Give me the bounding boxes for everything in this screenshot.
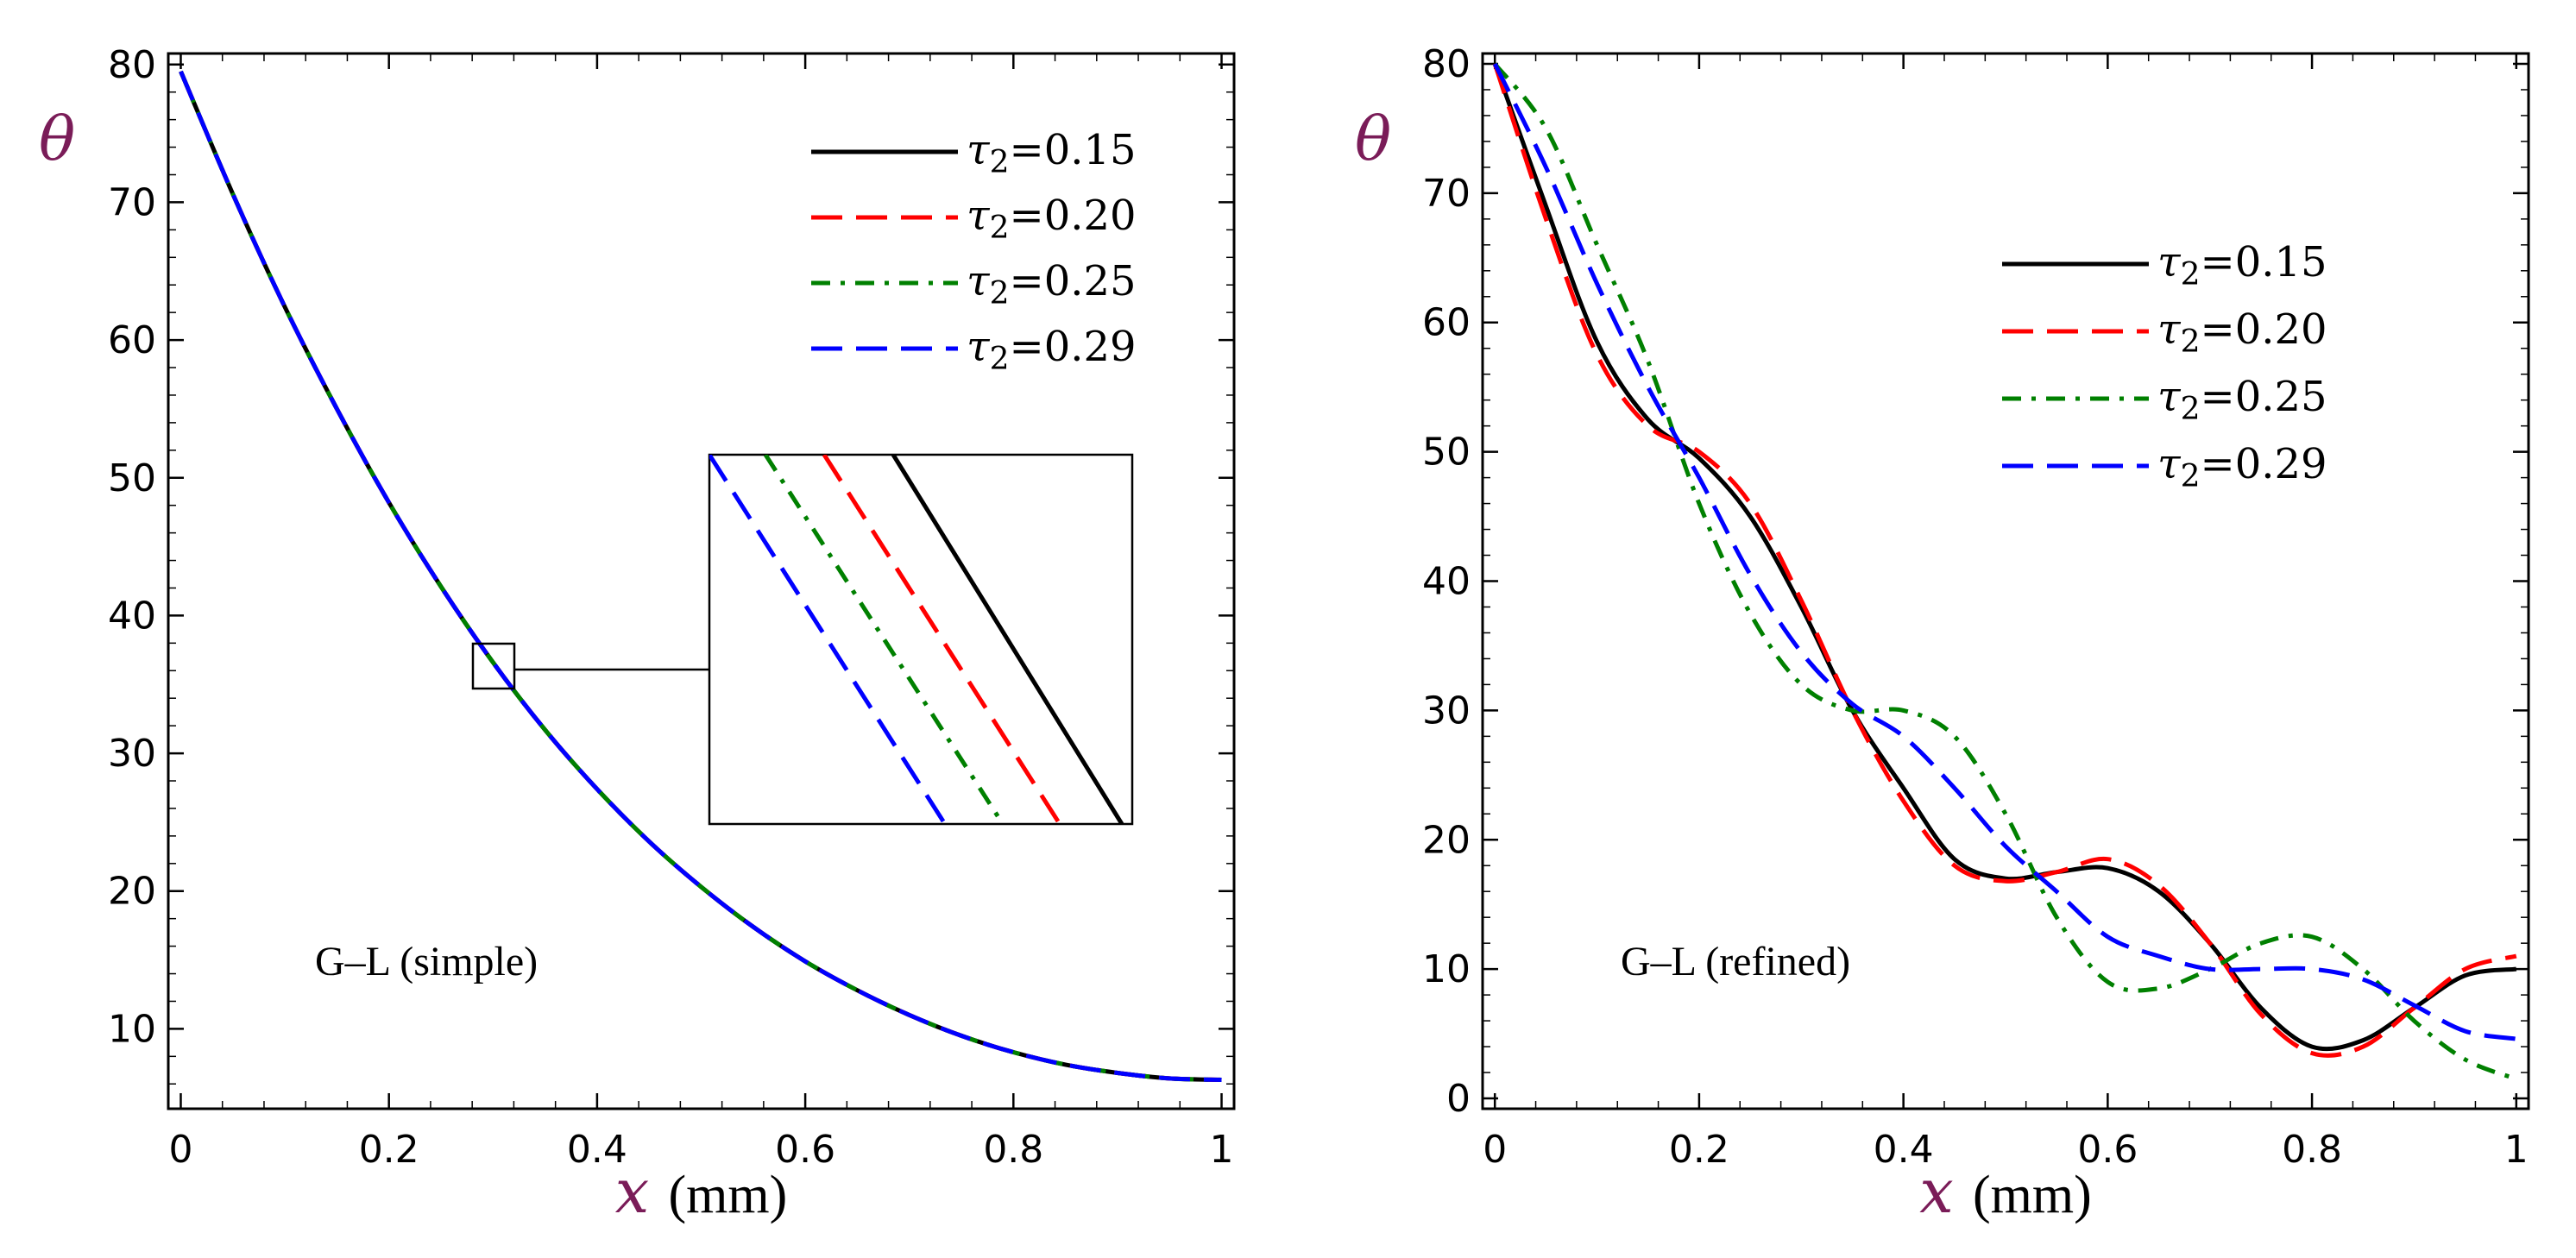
zoom-source-box: [471, 642, 516, 690]
y-tick-label: 40: [108, 594, 156, 638]
y-tick-label: 40: [1422, 560, 1471, 604]
legend-label: τ2=0.25: [967, 257, 1137, 311]
x-tick-label: 0.6: [2077, 1128, 2138, 1172]
y-tick-label: 30: [108, 732, 156, 776]
series-line-τ2=0.29: [179, 70, 1222, 1082]
x-tick-label: 0.2: [359, 1128, 419, 1172]
x-tick-label: 1: [2504, 1128, 2529, 1172]
zoom-inset: [708, 453, 1134, 826]
legend-label: τ2=0.25: [2157, 373, 2327, 427]
inset-line-τ2=0.15: [891, 455, 1124, 824]
plot-frame: [167, 52, 1236, 1110]
inset-frame: [708, 453, 1134, 826]
y-tick-label: 50: [108, 456, 156, 500]
legend: τ2=0.15 τ2=0.20 τ2=0.25 τ2=0.29: [811, 126, 1137, 377]
legend-label: τ2=0.15: [2157, 238, 2327, 292]
x-tick-label: 0.4: [567, 1128, 627, 1172]
legend-label: τ2=0.20: [967, 192, 1137, 246]
x-tick-label: 0: [1483, 1128, 1507, 1172]
legend-label: τ2=0.29: [2157, 440, 2327, 494]
y-tick-label: 70: [1422, 172, 1471, 216]
legend-label: τ2=0.15: [967, 126, 1137, 180]
y-axis-label: θ: [39, 104, 75, 174]
y-tick-label: 10: [108, 1007, 156, 1051]
x-tick-label: 0.8: [2282, 1128, 2342, 1172]
x-axis-label: x (mm): [1919, 1156, 2091, 1227]
y-tick-label: 0: [1446, 1077, 1471, 1121]
series-line-τ2=0.25: [1493, 62, 2517, 1081]
x-tick-label: 0.8: [983, 1128, 1043, 1172]
series-group: [1492, 62, 2517, 1081]
x-tick-label: 0.6: [775, 1128, 835, 1172]
panel-annotation: G–L (simple): [315, 939, 538, 984]
y-tick-label: 20: [108, 870, 156, 914]
y-tick-label: 10: [1422, 947, 1471, 991]
inset-lines: [709, 455, 1124, 824]
series-line-τ2=0.20: [1492, 63, 2517, 1058]
y-tick-label: 60: [108, 318, 156, 362]
left-chart-panel: 0 0.2 0.4 0.6 0.8 11020304050607080τ2=0.15τ2=…: [39, 43, 1236, 1227]
x-tick-label: 1: [1210, 1128, 1234, 1172]
series-group: [179, 70, 1222, 1082]
y-axis-label: θ: [1355, 104, 1391, 174]
y-tick-label: 80: [108, 43, 156, 87]
y-tick-label: 20: [1422, 818, 1471, 862]
y-tick-label: 30: [1422, 689, 1471, 733]
inset-line-τ2=0.29: [709, 455, 948, 824]
legend-label: τ2=0.20: [2157, 305, 2327, 360]
x-tick-label: 0: [168, 1128, 192, 1172]
legend-label: τ2=0.29: [967, 323, 1137, 377]
x-axis-label: x (mm): [615, 1156, 787, 1227]
inset-line-τ2=0.20: [822, 455, 1062, 824]
right-chart-panel: 0 0.2 0.4 0.6 0.8 101020304050607080τ2=0.15τ2…: [1355, 42, 2530, 1227]
y-tick-label: 80: [1422, 42, 1471, 86]
legend: τ2=0.15 τ2=0.20 τ2=0.25 τ2=0.29: [2002, 238, 2327, 494]
x-tick-label: 0.2: [1669, 1128, 1729, 1172]
x-tick-label: 0.4: [1874, 1128, 1934, 1172]
inset-line-τ2=0.25: [763, 455, 1005, 824]
y-tick-label: 60: [1422, 301, 1471, 345]
y-tick-label: 70: [108, 180, 156, 224]
y-tick-label: 50: [1422, 431, 1471, 475]
series-line-τ2=0.29: [1492, 62, 2517, 1041]
panel-annotation: G–L (refined): [1621, 939, 1850, 984]
plot-frame: [1481, 52, 2530, 1110]
series-line-τ2=0.15: [1492, 63, 2517, 1052]
